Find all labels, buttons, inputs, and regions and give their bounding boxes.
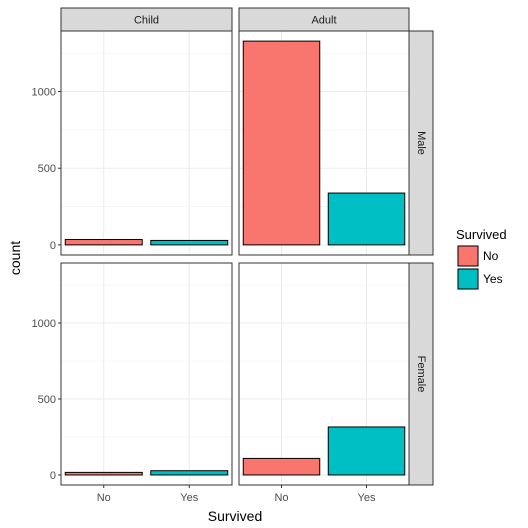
panel-background-female-child <box>61 263 232 485</box>
legend-title: Survived <box>456 227 507 242</box>
strip-top-child <box>60 7 233 32</box>
strip-right-male <box>408 30 434 256</box>
strip-label-male: Male <box>415 131 427 155</box>
legend-key-no <box>457 245 479 267</box>
strip-right-female <box>408 262 434 486</box>
strip-label-female: Female <box>415 356 427 393</box>
strip-label-child: Child <box>134 15 159 27</box>
panel-background-male-child <box>61 31 232 255</box>
y-tick-label: 0 <box>50 470 56 482</box>
bar-male-adult-yes <box>327 192 406 246</box>
x-axis-title: Survived <box>208 508 262 524</box>
x-tick-label: Yes <box>180 492 198 504</box>
x-tick-label: No <box>274 492 288 504</box>
bar-female-child-yes <box>150 470 229 476</box>
y-tick-label: 1000 <box>32 87 56 99</box>
legend-label-no: No <box>483 249 499 263</box>
bar-male-child-no <box>64 239 143 246</box>
y-axis-title: count <box>7 241 23 275</box>
y-tick-label: 1000 <box>32 318 56 330</box>
bar-male-adult-no <box>242 40 321 246</box>
strip-label-adult: Adult <box>311 15 336 27</box>
bar-male-child-yes <box>150 239 229 246</box>
legend-key-yes <box>457 268 479 290</box>
panel-border-female-child <box>60 262 233 486</box>
x-tick-label: Yes <box>358 492 376 504</box>
strip-top-adult <box>238 7 410 32</box>
legend-label-yes: Yes <box>483 272 503 286</box>
y-tick-label: 0 <box>50 240 56 252</box>
bar-female-child-no <box>64 471 143 476</box>
y-tick-label: 500 <box>38 163 56 175</box>
x-tick-label: No <box>97 492 111 504</box>
bar-female-adult-no <box>242 457 321 476</box>
y-tick-label: 500 <box>38 394 56 406</box>
bar-female-adult-yes <box>327 426 406 476</box>
